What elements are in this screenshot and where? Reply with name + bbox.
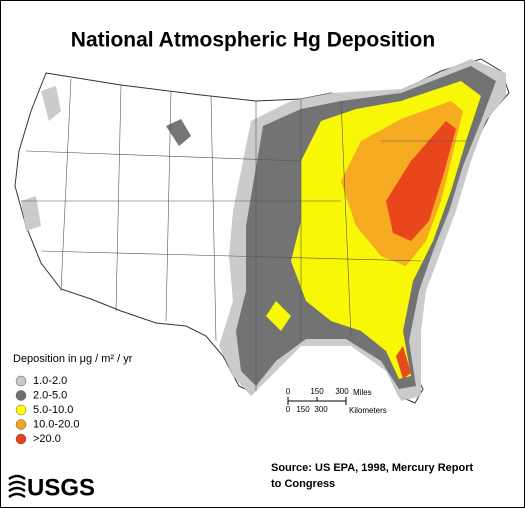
legend-label: >20.0	[33, 433, 61, 445]
legend-swatch	[15, 375, 27, 387]
scale-label: 0	[286, 387, 291, 396]
source-text: to Congress	[271, 478, 335, 490]
scale-label: 0	[286, 405, 291, 414]
legend: 1.0-2.0 2.0-5.0 5.0-10.0 10.0-20.0 >20.0	[15, 375, 79, 445]
legend-swatch	[15, 433, 27, 445]
legend-swatch	[15, 390, 27, 401]
legend-label: 10.0-20.0	[33, 418, 79, 430]
scale-bar: 0 150 300 Miles 0 150 300 Kilometers	[286, 387, 387, 415]
usgs-logo: USGS	[8, 474, 95, 501]
scale-unit: Kilometers	[349, 406, 387, 415]
deposition-zone	[41, 86, 61, 121]
us-map	[14, 58, 510, 404]
map-title: National Atmospheric Hg Deposition	[71, 29, 435, 52]
state-lines	[21, 78, 471, 391]
deposition-zone	[266, 301, 291, 331]
scale-label: 300	[314, 405, 328, 414]
deposition-zone	[396, 346, 411, 379]
legend-label: 5.0-10.0	[33, 404, 73, 416]
legend-title: Deposition in μg / m² / yr	[13, 353, 133, 365]
scale-label: 150	[296, 405, 310, 414]
legend-label: 2.0-5.0	[33, 389, 67, 401]
deposition-zone	[21, 196, 41, 231]
legend-label: 1.0-2.0	[33, 375, 67, 387]
deposition-zone	[166, 119, 191, 146]
legend-swatch	[15, 419, 27, 430]
legend-swatch	[15, 404, 27, 416]
deposition-zone	[386, 121, 456, 241]
source-text: Source: US EPA, 1998, Mercury Report	[271, 462, 473, 474]
scale-label: 150	[310, 387, 324, 396]
logo-text: USGS	[27, 474, 95, 501]
scale-unit: Miles	[353, 388, 372, 397]
scale-label: 300	[335, 387, 349, 396]
